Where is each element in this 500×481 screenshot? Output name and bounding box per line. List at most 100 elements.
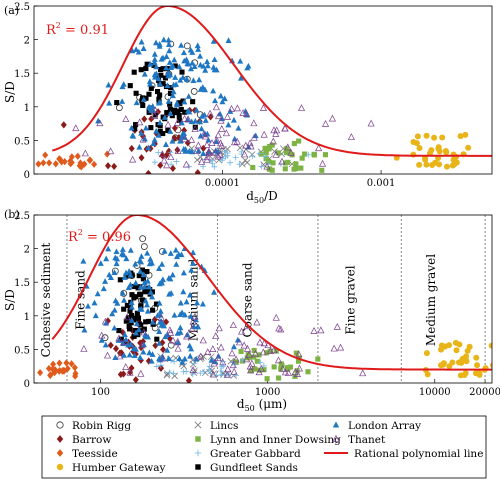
point-thanet [219, 358, 227, 366]
panel-b-points [37, 235, 492, 383]
point-thanet [166, 329, 175, 336]
point-london-array [85, 302, 92, 309]
point-thanet [230, 367, 238, 375]
point-london-array [185, 60, 192, 67]
point-gundfleet-sands [126, 315, 132, 321]
point-thanet [259, 348, 267, 356]
point-humber-gateway [435, 145, 442, 152]
point-london-array [164, 347, 171, 353]
point-gundfleet-sands [157, 92, 163, 98]
point-london-array [140, 45, 147, 51]
point-lincs [189, 360, 197, 368]
point-teesside [78, 163, 85, 171]
point-london-array [166, 290, 173, 297]
point-london-array [194, 299, 201, 306]
point-london-array [173, 261, 180, 267]
point-london-array [243, 111, 250, 118]
point-greater-gabbard [209, 160, 216, 167]
point-lynn-and-inner-dowsing [269, 142, 275, 148]
point-greater-gabbard [191, 360, 198, 367]
point-london-array [144, 301, 151, 308]
point-london-array [161, 114, 168, 120]
point-thanet [174, 147, 182, 154]
point-teesside [45, 364, 52, 373]
point-london-array [169, 271, 176, 278]
point-barrow [145, 169, 152, 174]
point-barrow [163, 318, 170, 326]
point-teesside [59, 367, 66, 375]
point-thanet [229, 361, 237, 369]
point-lynn-and-inner-dowsing [251, 347, 257, 353]
point-london-array [188, 148, 195, 155]
point-thanet [140, 328, 148, 336]
point-london-array [230, 116, 237, 123]
point-thanet [246, 362, 254, 370]
point-london-array [106, 271, 113, 278]
point-london-array [169, 137, 176, 144]
point-london-array [177, 137, 184, 144]
point-london-array [144, 277, 151, 284]
point-gundfleet-sands [138, 291, 144, 297]
panel-a-label: (a) [4, 4, 19, 17]
point-thanet [251, 349, 260, 357]
point-gundfleet-sands [142, 289, 148, 295]
point-humber-gateway [416, 145, 423, 152]
point-humber-gateway [439, 134, 446, 141]
point-teesside [49, 365, 56, 373]
point-london-array [199, 300, 206, 307]
point-thanet [122, 115, 130, 122]
point-lynn-and-inner-dowsing [311, 152, 317, 158]
point-gundfleet-sands [129, 312, 135, 319]
point-gundfleet-sands [165, 127, 171, 133]
point-lynn-and-inner-dowsing [262, 145, 268, 151]
point-humber-gateway [410, 151, 417, 158]
legend-label: Lynn and Inner Dowsing [210, 434, 341, 446]
point-thanet [98, 331, 106, 339]
point-london-array [190, 323, 197, 330]
point-thanet [206, 109, 214, 117]
point-humber-gateway [457, 133, 464, 140]
point-gundfleet-sands [160, 81, 166, 87]
point-thanet [367, 119, 375, 127]
point-thanet [199, 336, 207, 344]
point-thanet [210, 359, 218, 367]
point-london-array [166, 59, 173, 65]
point-barrow [160, 345, 167, 354]
point-thanet [101, 317, 110, 325]
point-london-array [123, 269, 130, 276]
point-london-array [176, 63, 183, 70]
point-gundfleet-sands [149, 289, 155, 295]
point-lynn-and-inner-dowsing [293, 350, 299, 356]
point-humber-gateway [438, 362, 445, 369]
point-london-array [181, 98, 188, 105]
panel-a-fit-curve [52, 6, 492, 157]
point-lynn-and-inner-dowsing [295, 358, 302, 364]
point-humber-gateway [463, 353, 470, 360]
point-thanet [217, 343, 225, 351]
point-london-array [211, 289, 218, 295]
point-barrow [104, 317, 111, 325]
point-greater-gabbard [227, 159, 234, 166]
point-gundfleet-sands [167, 106, 173, 112]
point-humber-gateway [429, 161, 436, 168]
legend-label: London Array [348, 420, 421, 432]
point-thanet [240, 150, 249, 158]
panel-b-fit-curve [51, 215, 492, 371]
point-thanet [167, 153, 175, 161]
point-thanet [183, 332, 191, 340]
legend-label: Robin Rigg [72, 420, 131, 432]
point-teesside [46, 159, 53, 167]
point-london-array [192, 117, 199, 124]
point-thanet [116, 352, 124, 360]
point-london-array [162, 141, 169, 147]
point-thanet [255, 368, 263, 376]
point-london-array [252, 132, 259, 139]
point-london-array [167, 250, 174, 256]
point-gundfleet-sands [164, 110, 170, 116]
point-lynn-and-inner-dowsing [250, 164, 256, 171]
point-london-array [153, 70, 160, 77]
point-london-array [237, 74, 244, 81]
point-london-array [138, 129, 145, 136]
point-thanet [256, 338, 264, 346]
point-gundfleet-sands [153, 301, 159, 307]
